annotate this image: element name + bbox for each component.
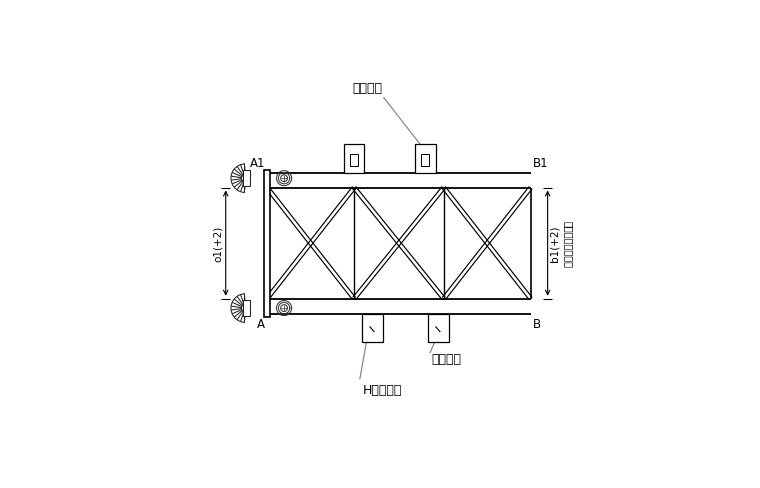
Text: 固定橔子: 固定橔子	[431, 353, 461, 366]
Text: 固定挡块: 固定挡块	[352, 82, 382, 95]
Text: o1(+2): o1(+2)	[213, 225, 223, 262]
Text: B: B	[533, 318, 540, 331]
Bar	[428, 314, 449, 342]
Bar	[264, 170, 270, 317]
Bar	[243, 301, 250, 316]
Text: A1: A1	[250, 157, 265, 169]
Bar	[363, 314, 383, 342]
Text: A: A	[257, 318, 265, 331]
Text: b1(+2): b1(+2)	[549, 225, 559, 262]
Bar	[344, 145, 365, 173]
Bar	[350, 155, 358, 166]
Text: 保证锢筋中心距离: 保证锢筋中心距离	[563, 220, 573, 267]
Bar	[421, 155, 429, 166]
Text: H型锢帪件: H型锢帪件	[363, 383, 403, 396]
Bar	[243, 171, 250, 186]
Bar	[415, 145, 435, 173]
Text: B1: B1	[533, 157, 548, 169]
